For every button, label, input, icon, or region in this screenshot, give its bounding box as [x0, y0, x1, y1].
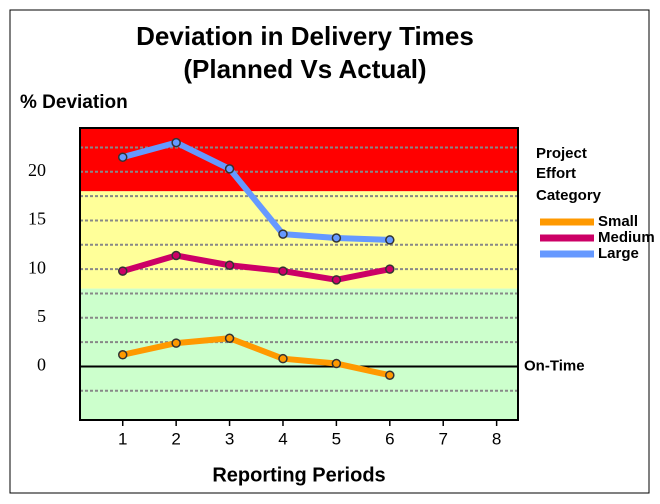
x-tick-label: 6: [385, 429, 394, 448]
x-tick-label: 7: [438, 429, 447, 448]
point: [224, 260, 235, 270]
x-axis-label: Reporting Periods: [212, 464, 385, 486]
x-tick-label: 5: [332, 429, 341, 448]
point: [278, 229, 288, 239]
series-line: [121, 252, 391, 283]
point: [224, 164, 235, 174]
point: [117, 350, 128, 360]
legend-title: Category: [536, 187, 602, 204]
band: [80, 128, 518, 192]
legend-title: Effort: [536, 165, 576, 182]
series-line: [122, 335, 391, 379]
y-tick-label: 5: [37, 306, 46, 326]
point: [171, 137, 181, 148]
legend-label: Large: [598, 245, 639, 262]
chart-title: (Planned Vs Actual): [183, 54, 426, 84]
point: [224, 333, 235, 343]
x-tick-label: 8: [492, 429, 501, 448]
legend-title: Project: [536, 145, 587, 162]
chart-title: Deviation in Delivery Times: [136, 21, 474, 51]
y-tick-label: 15: [28, 209, 46, 229]
legend-label: Small: [598, 213, 638, 230]
plot-border: [79, 127, 519, 421]
x-tick-label: 2: [171, 429, 180, 448]
point: [171, 250, 181, 261]
point: [278, 266, 288, 276]
point: [385, 370, 395, 380]
point: [278, 353, 288, 364]
reference-label: On-Time: [524, 357, 585, 374]
point: [117, 152, 128, 162]
point: [331, 275, 342, 285]
y-tick-label: 10: [28, 257, 46, 277]
legend-label: Medium: [598, 229, 655, 246]
y-tick-label: 0: [37, 355, 46, 375]
point: [171, 338, 181, 348]
point: [385, 235, 395, 245]
y-tick-label: 20: [28, 160, 46, 180]
band: [80, 288, 518, 420]
point: [331, 358, 342, 369]
point: [331, 233, 342, 243]
y-axis-label: % Deviation: [20, 92, 128, 113]
point: [385, 264, 395, 274]
x-tick-label: 4: [278, 429, 287, 448]
x-tick-label: 1: [118, 429, 127, 448]
point: [117, 266, 128, 276]
x-tick-label: 3: [225, 429, 234, 448]
series-line: [121, 139, 390, 243]
